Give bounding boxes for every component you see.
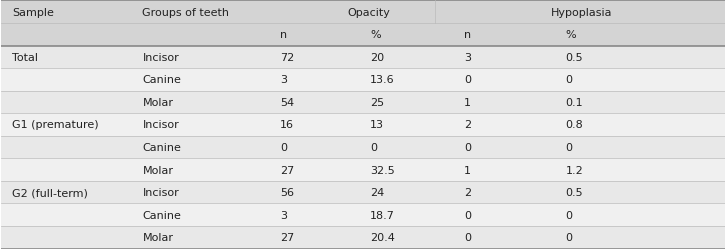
Text: 0.5: 0.5: [566, 188, 583, 198]
Text: Sample: Sample: [12, 8, 54, 18]
Text: Canine: Canine: [142, 142, 182, 152]
Text: 0: 0: [464, 210, 471, 220]
Bar: [1, 69, 725, 91]
Text: 0: 0: [464, 142, 471, 152]
Text: 0.1: 0.1: [566, 98, 583, 108]
Text: 27: 27: [280, 165, 294, 175]
Text: 0: 0: [566, 142, 573, 152]
Text: Groups of teeth: Groups of teeth: [142, 8, 229, 18]
Text: 0: 0: [280, 142, 287, 152]
Bar: [1, 2, 725, 46]
Text: 1: 1: [464, 165, 471, 175]
Text: 27: 27: [280, 232, 294, 242]
Bar: [1, 136, 725, 159]
Text: n: n: [280, 30, 287, 40]
Text: 0: 0: [566, 75, 573, 85]
Text: Canine: Canine: [142, 210, 182, 220]
Bar: [1, 159, 725, 181]
Text: Incisor: Incisor: [142, 52, 179, 62]
Text: G2 (full-term): G2 (full-term): [12, 188, 88, 198]
Text: 18.7: 18.7: [370, 210, 395, 220]
Text: 20: 20: [370, 52, 384, 62]
Text: 16: 16: [280, 120, 294, 130]
Text: n: n: [464, 30, 471, 40]
Bar: [1, 46, 725, 69]
Text: 13: 13: [370, 120, 384, 130]
Text: 54: 54: [280, 98, 294, 108]
Text: 0: 0: [464, 232, 471, 242]
Text: Incisor: Incisor: [142, 120, 179, 130]
Text: Canine: Canine: [142, 75, 182, 85]
Text: Molar: Molar: [142, 232, 174, 242]
Text: 0: 0: [370, 142, 378, 152]
Text: 0: 0: [566, 210, 573, 220]
Text: 2: 2: [464, 120, 471, 130]
Text: Molar: Molar: [142, 98, 174, 108]
Text: %: %: [566, 30, 576, 40]
Text: 24: 24: [370, 188, 385, 198]
Text: 20.4: 20.4: [370, 232, 395, 242]
Bar: [1, 204, 725, 226]
Text: Opacity: Opacity: [347, 8, 390, 18]
Text: 3: 3: [280, 210, 287, 220]
Text: 32.5: 32.5: [370, 165, 395, 175]
Bar: [1, 181, 725, 204]
Bar: [1, 114, 725, 136]
Text: 2: 2: [464, 188, 471, 198]
Text: 3: 3: [464, 52, 471, 62]
Text: 0.5: 0.5: [566, 52, 583, 62]
Bar: [1, 226, 725, 248]
Text: Molar: Molar: [142, 165, 174, 175]
Text: 3: 3: [280, 75, 287, 85]
Text: 1.2: 1.2: [566, 165, 583, 175]
Text: %: %: [370, 30, 381, 40]
Bar: [1, 91, 725, 114]
Text: 13.6: 13.6: [370, 75, 395, 85]
Text: 0: 0: [566, 232, 573, 242]
Text: 0: 0: [464, 75, 471, 85]
Text: G1 (premature): G1 (premature): [12, 120, 99, 130]
Text: 1: 1: [464, 98, 471, 108]
Text: 72: 72: [280, 52, 294, 62]
Text: 56: 56: [280, 188, 294, 198]
Text: 0.8: 0.8: [566, 120, 583, 130]
Text: Incisor: Incisor: [142, 188, 179, 198]
Text: Hypoplasia: Hypoplasia: [551, 8, 613, 18]
Text: Total: Total: [12, 52, 38, 62]
Text: 25: 25: [370, 98, 384, 108]
